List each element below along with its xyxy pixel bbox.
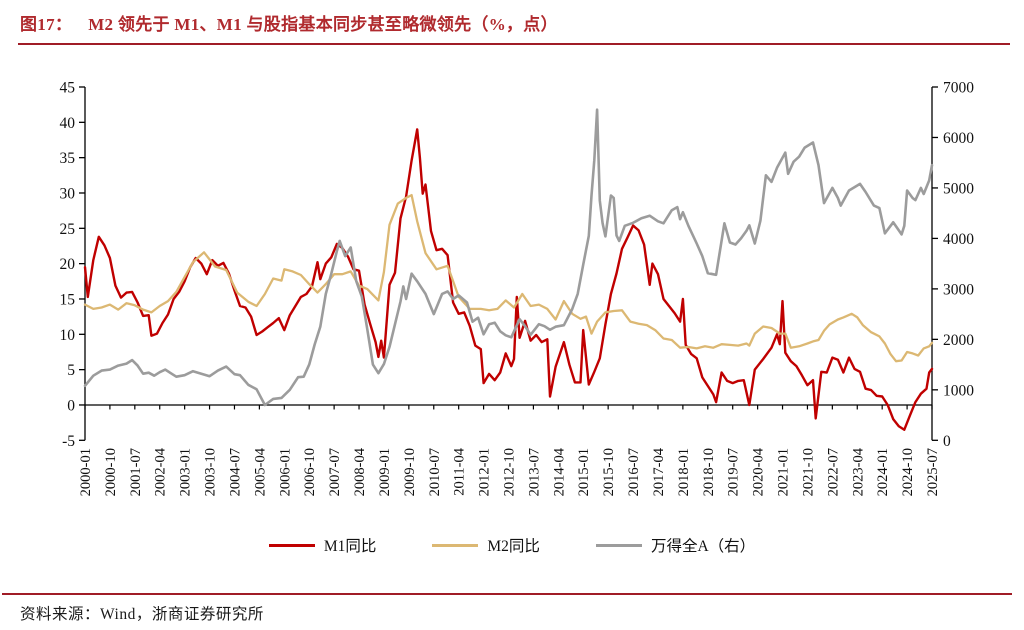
x-axis-tick-label: 2003-10 xyxy=(203,448,219,496)
right-axis-tick-label: 3000 xyxy=(943,281,974,298)
x-axis-tick-label: 2021-01 xyxy=(776,448,792,496)
left-axis-tick-label: 30 xyxy=(60,185,76,202)
x-axis-tick-label: 2006-01 xyxy=(277,448,293,496)
x-axis-tick-label: 2010-07 xyxy=(427,448,443,496)
right-axis-tick-label: 5000 xyxy=(943,180,974,197)
right-axis-tick-label: 0 xyxy=(943,433,951,450)
x-axis-tick-label: 2003-01 xyxy=(178,448,194,496)
x-axis-tick-label: 2018-01 xyxy=(676,448,692,496)
figure-title: M2 领先于 M1、M1 与股指基本同步甚至略微领先（%，点） xyxy=(88,15,558,34)
x-axis-tick-label: 2004-07 xyxy=(227,448,243,496)
x-axis-tick-label: 2009-01 xyxy=(377,448,393,496)
chart-legend: M1同比 M2同比 万得全A（右） xyxy=(0,534,1024,556)
x-axis-tick-label: 2015-10 xyxy=(601,448,617,496)
x-axis-tick-label: 2023-04 xyxy=(850,447,866,496)
legend-swatch-index xyxy=(595,543,642,547)
x-axis-tick-label: 2000-01 xyxy=(78,448,94,496)
legend-item-m2: M2同比 xyxy=(432,534,540,556)
x-axis-tick-label: 2016-07 xyxy=(626,448,642,496)
x-axis-tick-label: 2012-01 xyxy=(477,448,493,496)
x-axis-tick-label: 2012-10 xyxy=(502,448,518,496)
x-axis-tick-label: 2018-10 xyxy=(701,448,717,496)
right-axis-tick-label: 2000 xyxy=(943,332,974,349)
x-axis-tick-label: 2015-01 xyxy=(576,448,592,496)
legend-item-index: 万得全A（右） xyxy=(595,534,756,556)
x-axis-tick-label: 2022-07 xyxy=(825,448,841,496)
legend-item-m1: M1同比 xyxy=(268,534,377,556)
footer-rule xyxy=(2,593,1012,595)
x-axis-tick-label: 2008-04 xyxy=(352,447,368,496)
left-axis-tick-label: 45 xyxy=(60,80,76,97)
left-axis-tick-label: -5 xyxy=(62,433,75,450)
figure-number: 图17： xyxy=(20,15,73,34)
legend-swatch-m2 xyxy=(432,543,479,547)
left-axis-tick-label: 10 xyxy=(60,327,76,344)
right-axis-tick-label: 4000 xyxy=(943,231,974,248)
x-axis-tick-label: 2017-04 xyxy=(651,447,667,496)
right-axis-tick-label: 7000 xyxy=(943,80,974,97)
left-axis-tick-label: 15 xyxy=(60,291,76,308)
x-axis-tick-label: 2025-07 xyxy=(925,448,941,496)
legend-label-index: 万得全A（右） xyxy=(650,538,756,555)
x-axis-tick-label: 2011-04 xyxy=(452,447,468,496)
left-axis-tick-label: 5 xyxy=(67,362,75,379)
x-axis-tick-label: 2024-01 xyxy=(875,448,891,496)
right-axis-tick-label: 6000 xyxy=(943,130,974,147)
x-axis-tick-label: 2013-07 xyxy=(526,448,542,496)
left-axis-tick-label: 40 xyxy=(60,115,76,132)
source-text: 资料来源：Wind，浙商证券研究所 xyxy=(20,606,264,623)
x-axis-tick-label: 2002-04 xyxy=(153,447,169,496)
x-axis-tick-label: 2020-04 xyxy=(751,447,767,496)
x-axis-tick-label: 2001-07 xyxy=(128,448,144,496)
x-axis-tick-label: 2005-04 xyxy=(252,447,268,496)
x-axis-tick-label: 2006-10 xyxy=(302,448,318,496)
right-axis-tick-label: 1000 xyxy=(943,382,974,399)
legend-label-m1: M1同比 xyxy=(323,538,377,555)
x-axis-tick-label: 2019-07 xyxy=(726,448,742,496)
legend-label-m2: M2同比 xyxy=(487,538,540,555)
legend-swatch-m1 xyxy=(268,543,315,547)
series-line-m1 xyxy=(83,128,934,431)
x-axis-tick-label: 2014-04 xyxy=(551,447,567,496)
left-axis-tick-label: 25 xyxy=(60,221,76,238)
x-axis-tick-label: 2000-10 xyxy=(103,448,119,496)
title-rule xyxy=(18,43,1010,45)
x-axis-tick-label: 2024-10 xyxy=(900,448,916,496)
left-axis-tick-label: 20 xyxy=(60,256,76,273)
series-line-m2 xyxy=(83,193,934,363)
x-axis-tick-label: 2009-10 xyxy=(402,448,418,496)
source-note: 资料来源：Wind，浙商证券研究所 xyxy=(20,602,264,624)
left-axis-tick-label: 35 xyxy=(60,150,76,167)
figure-header: 图17： M2 领先于 M1、M1 与股指基本同步甚至略微领先（%，点） xyxy=(20,10,558,35)
left-axis-tick-label: 0 xyxy=(67,397,75,414)
series-line-index xyxy=(83,108,934,407)
x-axis-tick-label: 2021-10 xyxy=(800,448,816,496)
x-axis-tick-label: 2007-07 xyxy=(327,448,343,496)
